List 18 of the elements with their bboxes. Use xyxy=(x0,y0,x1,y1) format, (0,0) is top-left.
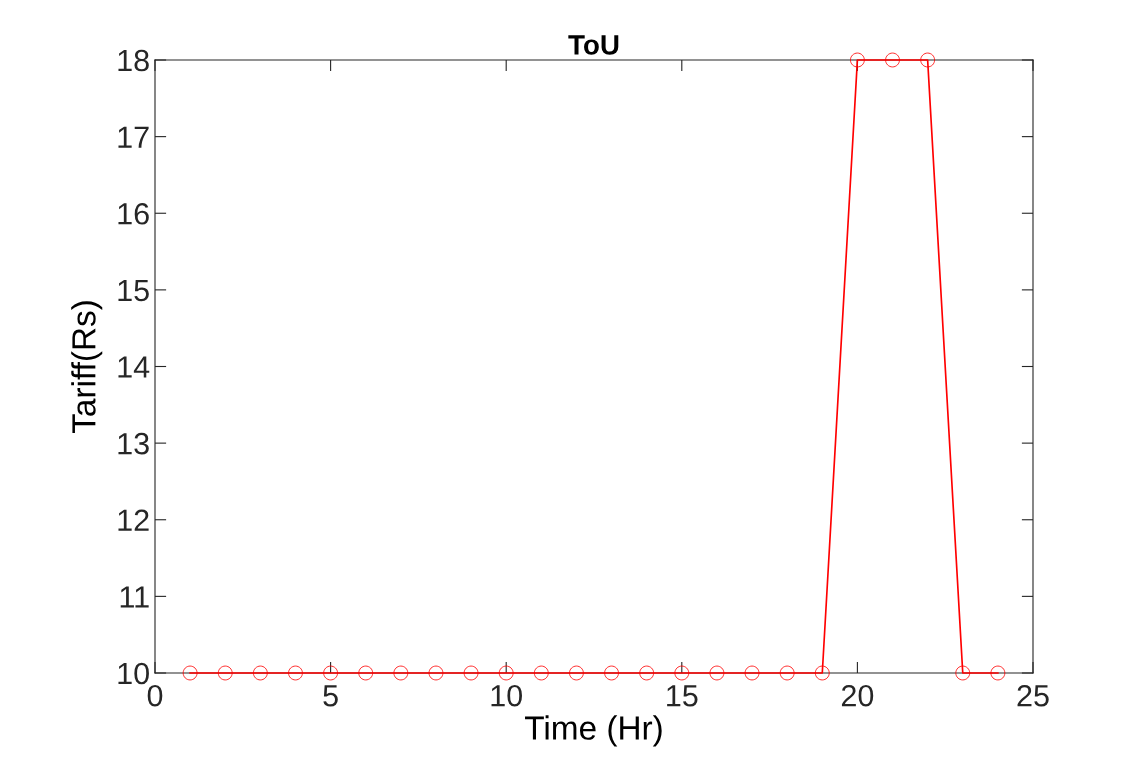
y-tick-label: 14 xyxy=(118,356,150,378)
x-tick-label: 5 xyxy=(323,685,338,707)
x-axis-title: Time (Hr) xyxy=(525,715,662,747)
y-tick-label: 10 xyxy=(118,662,149,685)
x-tick-label: 25 xyxy=(1017,684,1049,707)
y-axis-title: Tariff(Rs) xyxy=(71,301,103,434)
y-tick-label: 17 xyxy=(118,126,149,148)
chart-title: ToU xyxy=(568,35,619,55)
x-tick-label: 10 xyxy=(491,684,522,707)
y-tick-label: 11 xyxy=(120,586,149,608)
x-tick-label: 20 xyxy=(841,684,874,707)
y-tick-label: 15 xyxy=(118,279,149,302)
y-tick-label: 18 xyxy=(118,49,149,72)
x-tick-label: 0 xyxy=(147,684,163,707)
y-tick-label: 12 xyxy=(118,509,149,531)
y-tick-label: 13 xyxy=(118,432,149,455)
x-tick-label: 15 xyxy=(667,685,698,707)
y-tick-label: 16 xyxy=(118,202,149,225)
